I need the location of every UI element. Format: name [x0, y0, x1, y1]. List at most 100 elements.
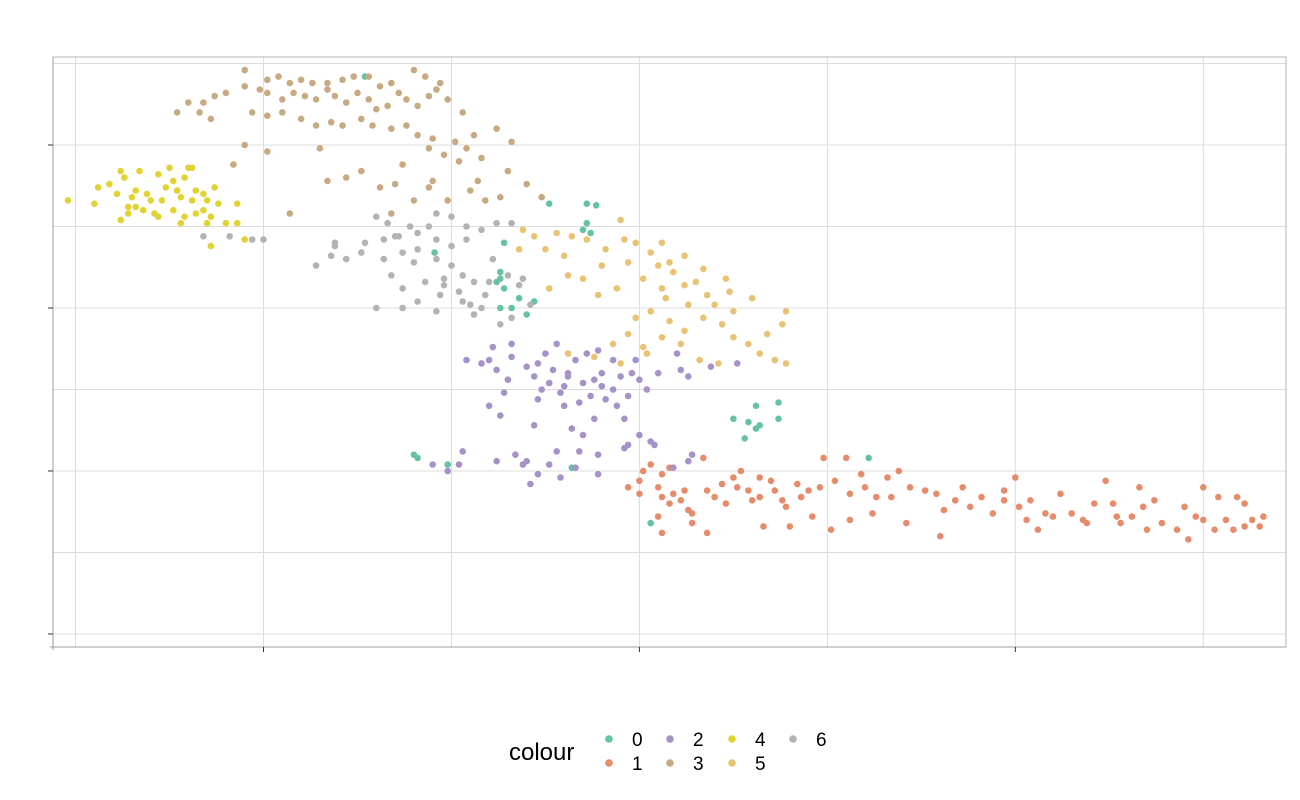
data-point-cluster-6 — [485, 278, 493, 286]
data-point-cluster-6 — [478, 304, 485, 312]
data-point-cluster-1 — [1200, 484, 1207, 491]
data-point-cluster-3 — [523, 180, 530, 188]
data-point-cluster-3 — [207, 115, 215, 123]
data-point-cluster-3 — [241, 66, 248, 74]
data-point-cluster-5 — [632, 314, 639, 322]
data-point-cluster-6 — [384, 219, 391, 227]
data-point-cluster-1 — [820, 454, 827, 462]
data-point-cluster-2 — [613, 402, 621, 410]
data-point-cluster-5 — [643, 350, 651, 357]
data-point-cluster-0 — [500, 239, 508, 247]
data-point-cluster-2 — [463, 356, 470, 364]
data-point-cluster-1 — [906, 484, 914, 491]
data-point-cluster-3 — [444, 96, 452, 103]
data-point-cluster-1 — [884, 474, 891, 481]
data-point-cluster-6 — [248, 236, 256, 243]
legend-key — [666, 759, 674, 767]
data-point-cluster-3 — [440, 151, 448, 159]
data-point-cluster-4 — [241, 236, 248, 243]
data-point-cluster-1 — [756, 474, 763, 481]
data-point-cluster-3 — [350, 73, 358, 80]
data-point-cluster-1 — [647, 461, 654, 468]
data-point-cluster-1 — [1139, 503, 1147, 511]
data-point-cluster-5 — [730, 334, 737, 341]
data-point-cluster-1 — [903, 519, 910, 527]
data-point-cluster-1 — [816, 484, 824, 491]
data-point-cluster-2 — [459, 448, 467, 455]
data-point-cluster-1 — [989, 510, 997, 517]
data-point-cluster-0 — [587, 229, 594, 237]
data-point-cluster-5 — [530, 233, 538, 240]
data-point-cluster-1 — [978, 493, 985, 501]
data-point-cluster-3 — [388, 79, 395, 87]
data-point-cluster-3 — [241, 141, 248, 149]
data-point-cluster-3 — [264, 76, 271, 84]
data-point-cluster-1 — [1136, 484, 1143, 491]
data-point-cluster-2 — [617, 373, 624, 380]
data-point-cluster-0 — [493, 278, 500, 286]
data-point-cluster-6 — [361, 239, 369, 247]
data-point-cluster-1 — [745, 487, 752, 494]
legend-entry-6: 6 — [789, 730, 827, 751]
data-point-cluster-1 — [933, 490, 940, 498]
data-point-cluster-3 — [339, 122, 346, 129]
data-point-cluster-1 — [831, 477, 839, 485]
data-point-cluster-4 — [233, 219, 241, 227]
chart-grid — [53, 57, 1286, 647]
data-point-cluster-1 — [782, 503, 790, 511]
data-point-cluster-6 — [493, 219, 500, 227]
data-point-cluster-3 — [279, 109, 286, 116]
legend-entry-0: 0 — [605, 730, 643, 751]
data-point-cluster-4 — [128, 193, 136, 201]
data-point-cluster-1 — [677, 497, 685, 504]
data-point-cluster-5 — [594, 291, 602, 299]
data-point-cluster-3 — [478, 154, 485, 162]
data-point-cluster-6 — [331, 239, 339, 247]
data-point-cluster-3 — [248, 109, 256, 116]
data-point-cluster-3 — [425, 92, 433, 100]
data-point-cluster-2 — [621, 415, 628, 423]
data-point-cluster-5 — [662, 294, 669, 302]
data-point-cluster-1 — [827, 526, 835, 533]
data-point-cluster-5 — [542, 246, 549, 253]
data-point-cluster-0 — [730, 415, 737, 423]
data-point-cluster-6 — [388, 272, 395, 279]
data-point-cluster-1 — [722, 500, 730, 507]
data-point-cluster-1 — [797, 493, 805, 501]
data-point-cluster-0 — [545, 200, 553, 207]
legend-label: 6 — [816, 730, 827, 751]
data-point-cluster-1 — [1000, 497, 1008, 504]
data-point-cluster-1 — [688, 510, 696, 517]
data-point-cluster-2 — [429, 461, 437, 468]
data-point-cluster-2 — [553, 448, 560, 455]
data-point-cluster-2 — [534, 470, 542, 478]
data-point-cluster-5 — [730, 308, 737, 315]
data-point-cluster-5 — [624, 330, 632, 338]
data-point-cluster-3 — [297, 115, 305, 123]
data-point-cluster-0 — [583, 200, 591, 207]
data-point-cluster-2 — [523, 457, 530, 465]
data-point-cluster-3 — [504, 167, 512, 175]
data-point-cluster-6 — [448, 242, 455, 250]
data-point-cluster-1 — [681, 487, 688, 494]
data-point-cluster-2 — [542, 350, 549, 357]
legend-label: 3 — [693, 754, 704, 775]
data-point-cluster-3 — [482, 197, 489, 204]
data-point-cluster-1 — [718, 480, 726, 488]
data-point-cluster-4 — [222, 219, 230, 227]
legend-label: 4 — [755, 730, 766, 751]
data-point-cluster-1 — [1109, 500, 1117, 507]
data-point-cluster-1 — [1241, 523, 1248, 530]
data-point-cluster-2 — [621, 444, 628, 452]
data-point-cluster-1 — [771, 487, 779, 494]
data-point-cluster-3 — [369, 122, 376, 129]
data-point-cluster-2 — [497, 412, 504, 419]
data-point-cluster-0 — [497, 268, 504, 276]
data-point-cluster-1 — [1042, 510, 1049, 517]
data-point-cluster-2 — [579, 379, 587, 387]
data-point-cluster-6 — [406, 223, 414, 230]
data-point-cluster-1 — [873, 493, 880, 501]
data-point-cluster-1 — [951, 497, 959, 504]
data-point-cluster-1 — [730, 474, 737, 481]
data-point-cluster-6 — [440, 281, 448, 289]
